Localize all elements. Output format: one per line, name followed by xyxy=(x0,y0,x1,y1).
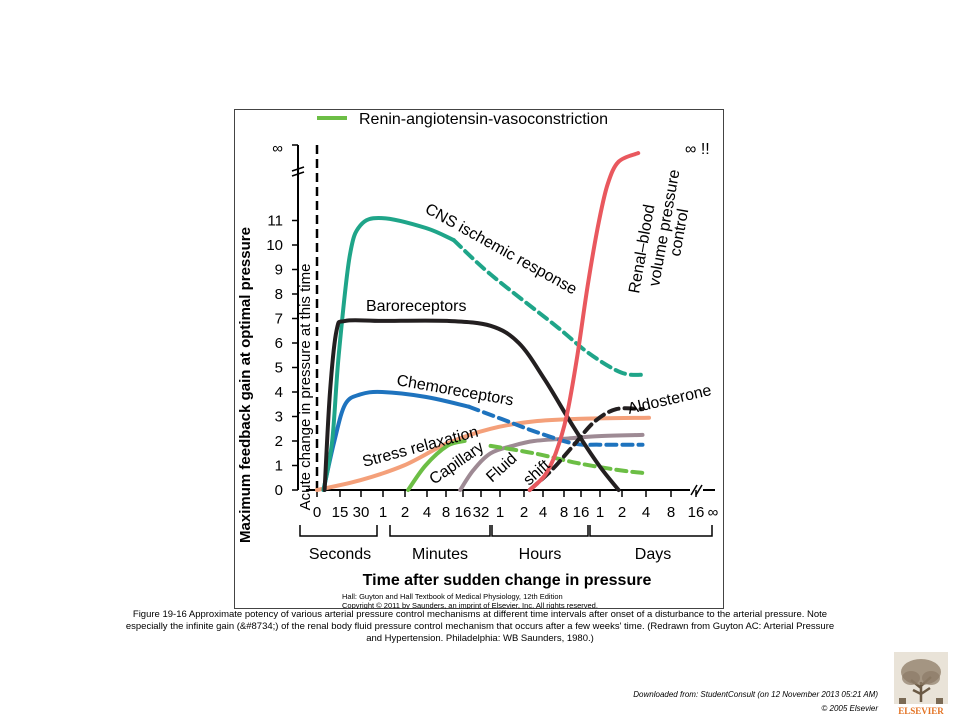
x-tick-label: 2 xyxy=(618,504,626,521)
y-tick-label: 1 xyxy=(275,458,283,475)
y-axis-title: Maximum feedback gain at optimal pressur… xyxy=(237,227,254,543)
x-tick-label: 15 xyxy=(332,504,349,521)
label-shift: shift xyxy=(520,456,554,489)
y-tick-label: 0 xyxy=(275,482,283,499)
label-renal-infinite-gain: ∞ !! xyxy=(685,141,710,158)
unit-seconds: Seconds xyxy=(309,546,371,563)
series-chemo-dashed xyxy=(466,404,645,447)
unit-days: Days xyxy=(635,546,671,563)
elsevier-logo: ELSEVIER xyxy=(894,652,948,716)
y-tick-label: 5 xyxy=(275,360,283,377)
series-aldo-dashed xyxy=(527,406,645,492)
y-tick-label: 10 xyxy=(266,237,283,254)
credit-line-1: Hall: Guyton and Hall Textbook of Medica… xyxy=(342,592,563,601)
credit-line-2: Copyright © 2011 by Saunders, an imprint… xyxy=(342,601,598,609)
series-cns-dashed xyxy=(451,238,645,377)
x-tick-label: 0 xyxy=(313,504,321,521)
series-layer xyxy=(315,151,651,492)
x-tick-label: 8 xyxy=(560,504,568,521)
figure-caption: Figure 19-16 Approximate potency of vari… xyxy=(70,609,890,645)
caption-line-3: and Hypertension. Philadelphia: WB Saund… xyxy=(366,633,594,644)
x-tick-label: 4 xyxy=(539,504,547,521)
caption-line-1: Figure 19-16 Approximate potency of vari… xyxy=(132,609,828,620)
copyright-note: © 2005 Elsevier xyxy=(821,704,878,713)
x-tick-label: 1 xyxy=(596,504,604,521)
y-tick-label: 11 xyxy=(267,213,283,230)
x-tick-label: ∞ xyxy=(708,504,719,521)
series-capillary-solid xyxy=(406,439,467,492)
figure-frame xyxy=(234,109,724,609)
unit-minutes: Minutes xyxy=(412,546,468,563)
x-tick-label: 16 xyxy=(688,504,705,521)
series-cns-solid xyxy=(321,216,456,492)
series-chemo-solid xyxy=(321,389,471,492)
x-tick-label: 2 xyxy=(520,504,528,521)
y-tick-label: 7 xyxy=(275,311,283,328)
x-tick-label: 8 xyxy=(442,504,450,521)
label-aldosterone: Aldosterone xyxy=(626,382,713,418)
x-tick-label: 1 xyxy=(379,504,387,521)
x-tick-label: 32 xyxy=(473,504,490,521)
y-tick-label: 4 xyxy=(275,384,283,401)
series-stress-line xyxy=(315,415,651,492)
y-tick-label: 2 xyxy=(275,433,283,450)
x-tick-label: 4 xyxy=(423,504,431,521)
unit-hours: Hours xyxy=(519,546,562,563)
y-tick-label: 8 xyxy=(275,286,283,303)
y-axis: ∞ 0 1 2 3 4 5 6 7 8 9 10 11 xyxy=(266,140,305,499)
x-axis-title: Time after sudden change in pressure xyxy=(363,572,652,589)
x-tick-label: 16 xyxy=(573,504,590,521)
feedback-gain-chart: Renin-angiotensin-vasoconstriction Maxim… xyxy=(237,111,719,609)
series-baro-line xyxy=(322,318,621,492)
x-tick-label: 4 xyxy=(642,504,650,521)
label-baroreceptors: Baroreceptors xyxy=(366,298,467,315)
x-tick-label: 2 xyxy=(401,504,409,521)
x-tick-label: 16 xyxy=(455,504,472,521)
acute-change-label: Acute change in pressure at this time xyxy=(297,264,314,511)
y-tick-label: 6 xyxy=(275,335,283,352)
legend-label-renin: Renin-angiotensin-vasoconstriction xyxy=(359,111,608,128)
series-fluid-line xyxy=(458,432,645,492)
x-tick-label: 30 xyxy=(353,504,370,521)
x-tick-label: 8 xyxy=(667,504,675,521)
y-infinity-label: ∞ xyxy=(272,140,283,157)
svg-text:ELSEVIER: ELSEVIER xyxy=(898,706,944,716)
caption-line-2: especially the infinite gain (&#8734;) o… xyxy=(125,621,835,632)
x-unit-brackets xyxy=(299,525,713,537)
series-capillary-dashed xyxy=(488,443,645,475)
y-tick-label: 9 xyxy=(275,262,283,279)
y-tick-label: 3 xyxy=(275,409,283,426)
x-tick-label: 1 xyxy=(496,504,504,521)
download-note: Downloaded from: StudentConsult (on 12 N… xyxy=(633,690,878,699)
series-renal-line xyxy=(527,151,641,492)
x-axis: 0 15 30 1 2 4 8 16 32 1 2 4 8 16 1 2 4 8 16 ∞ xyxy=(306,484,719,521)
